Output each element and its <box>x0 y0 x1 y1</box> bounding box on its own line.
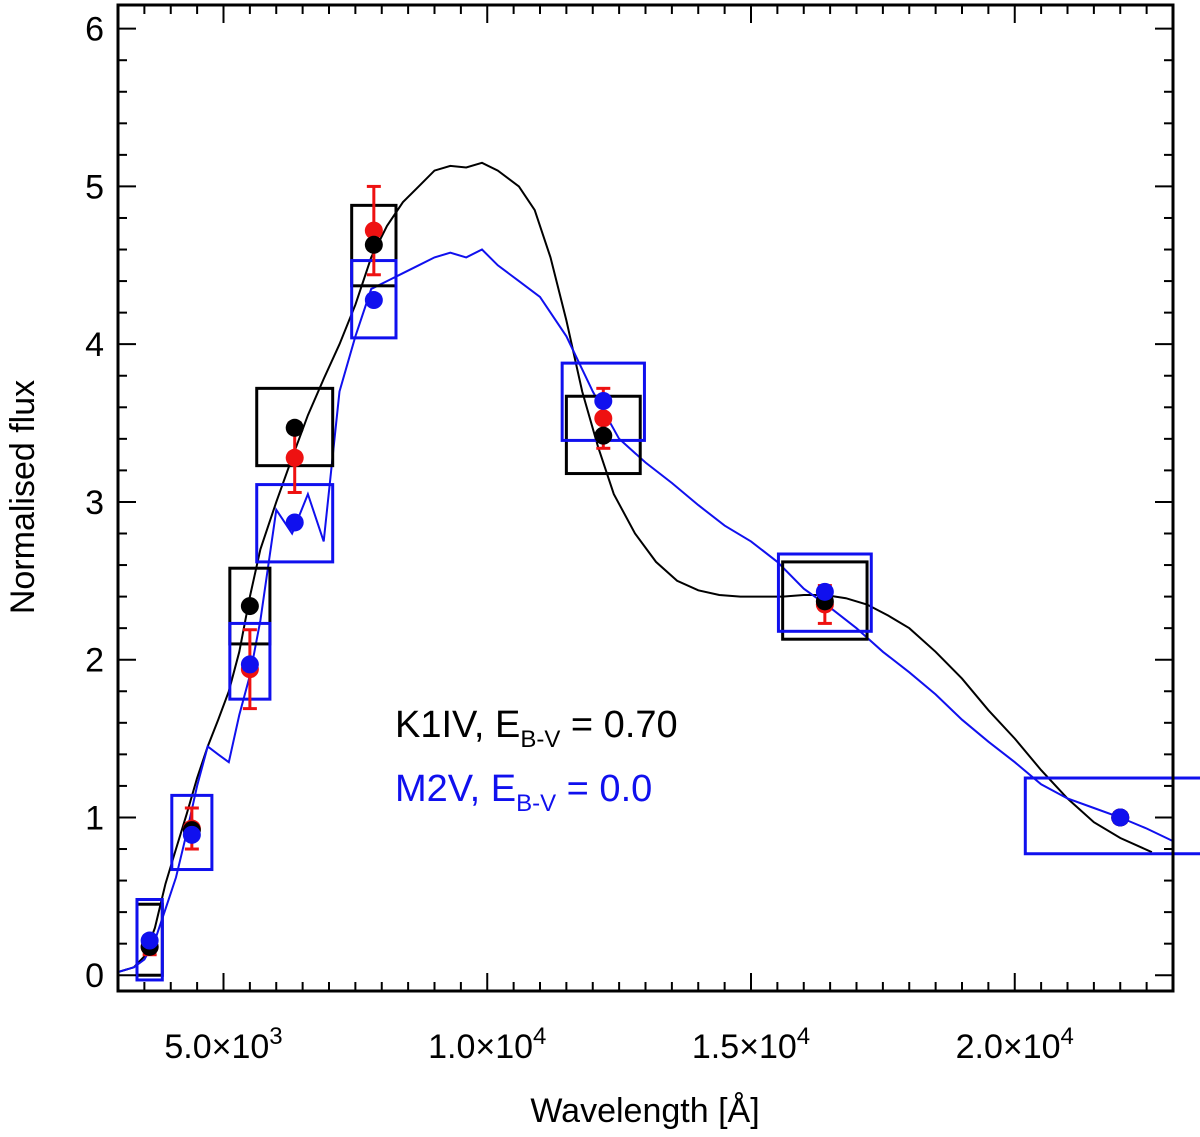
y-tick-label: 5 <box>85 168 104 206</box>
m2v-band-box <box>776 552 873 633</box>
annotation-m2v-suffix: = 0.0 <box>556 768 652 810</box>
observed-flux-point <box>285 448 304 467</box>
annotation-k1iv-suffix: = 0.70 <box>560 704 677 746</box>
annotation-m2v-sub: B-V <box>516 790 556 817</box>
x-axis-label: Wavelength [Å] <box>530 1092 759 1130</box>
m2v-model-spectrum <box>117 248 1174 974</box>
m2v-synthetic-point <box>815 582 834 601</box>
y-axis-label: Normalised flux <box>4 380 42 614</box>
m2v-synthetic-point <box>364 291 383 310</box>
x-tick-label: 1.5×104 <box>692 1023 810 1066</box>
annotation-k1iv-sub: B-V <box>520 726 560 753</box>
y-tick-label: 2 <box>85 642 104 680</box>
m2v-synthetic-point <box>285 513 304 532</box>
y-tick-label: 1 <box>85 799 104 837</box>
k1iv-synthetic-point <box>240 597 259 616</box>
observed-flux-point <box>594 409 613 428</box>
m2v-synthetic-point <box>1111 808 1130 827</box>
annotation-m2v-prefix: M2V, E <box>395 768 516 810</box>
annotation-k1iv: K1IV, EB-V = 0.70 <box>395 704 678 753</box>
m2v-band-box <box>170 793 214 872</box>
x-tick-label: 2.0×104 <box>956 1023 1074 1066</box>
x-tick-label: 1.0×104 <box>428 1023 546 1066</box>
k1iv-band-box <box>781 560 869 641</box>
k1iv-synthetic-point <box>364 235 383 254</box>
m2v-synthetic-point <box>594 391 613 410</box>
y-tick-label: 6 <box>85 11 104 49</box>
m2v-synthetic-point <box>140 931 159 950</box>
photometry-points <box>140 184 1130 957</box>
annotation-k1iv-prefix: K1IV, E <box>395 704 520 746</box>
k1iv-synthetic-point <box>594 426 613 445</box>
x-tick-label: 5.0×103 <box>164 1023 282 1066</box>
axis-ticks: 0 1 2 3 4 5 6 5.0×103 1.0×104 1.5×104 2.0×104 <box>85 5 1174 1066</box>
k1iv-model-spectrum <box>117 161 1153 974</box>
annotation-m2v: M2V, EB-V = 0.0 <box>395 768 652 817</box>
y-tick-label: 4 <box>85 326 104 364</box>
y-tick-label: 3 <box>85 484 104 522</box>
m2v-band-box <box>135 897 164 982</box>
y-tick-label: 0 <box>85 957 104 995</box>
m2v-synthetic-point <box>240 655 259 674</box>
m2v-synthetic-point <box>182 825 201 844</box>
m2v-band-box <box>1023 776 1200 856</box>
k1iv-synthetic-point <box>285 418 304 437</box>
observed-flux-point <box>364 221 383 240</box>
series-layer <box>117 161 1174 974</box>
